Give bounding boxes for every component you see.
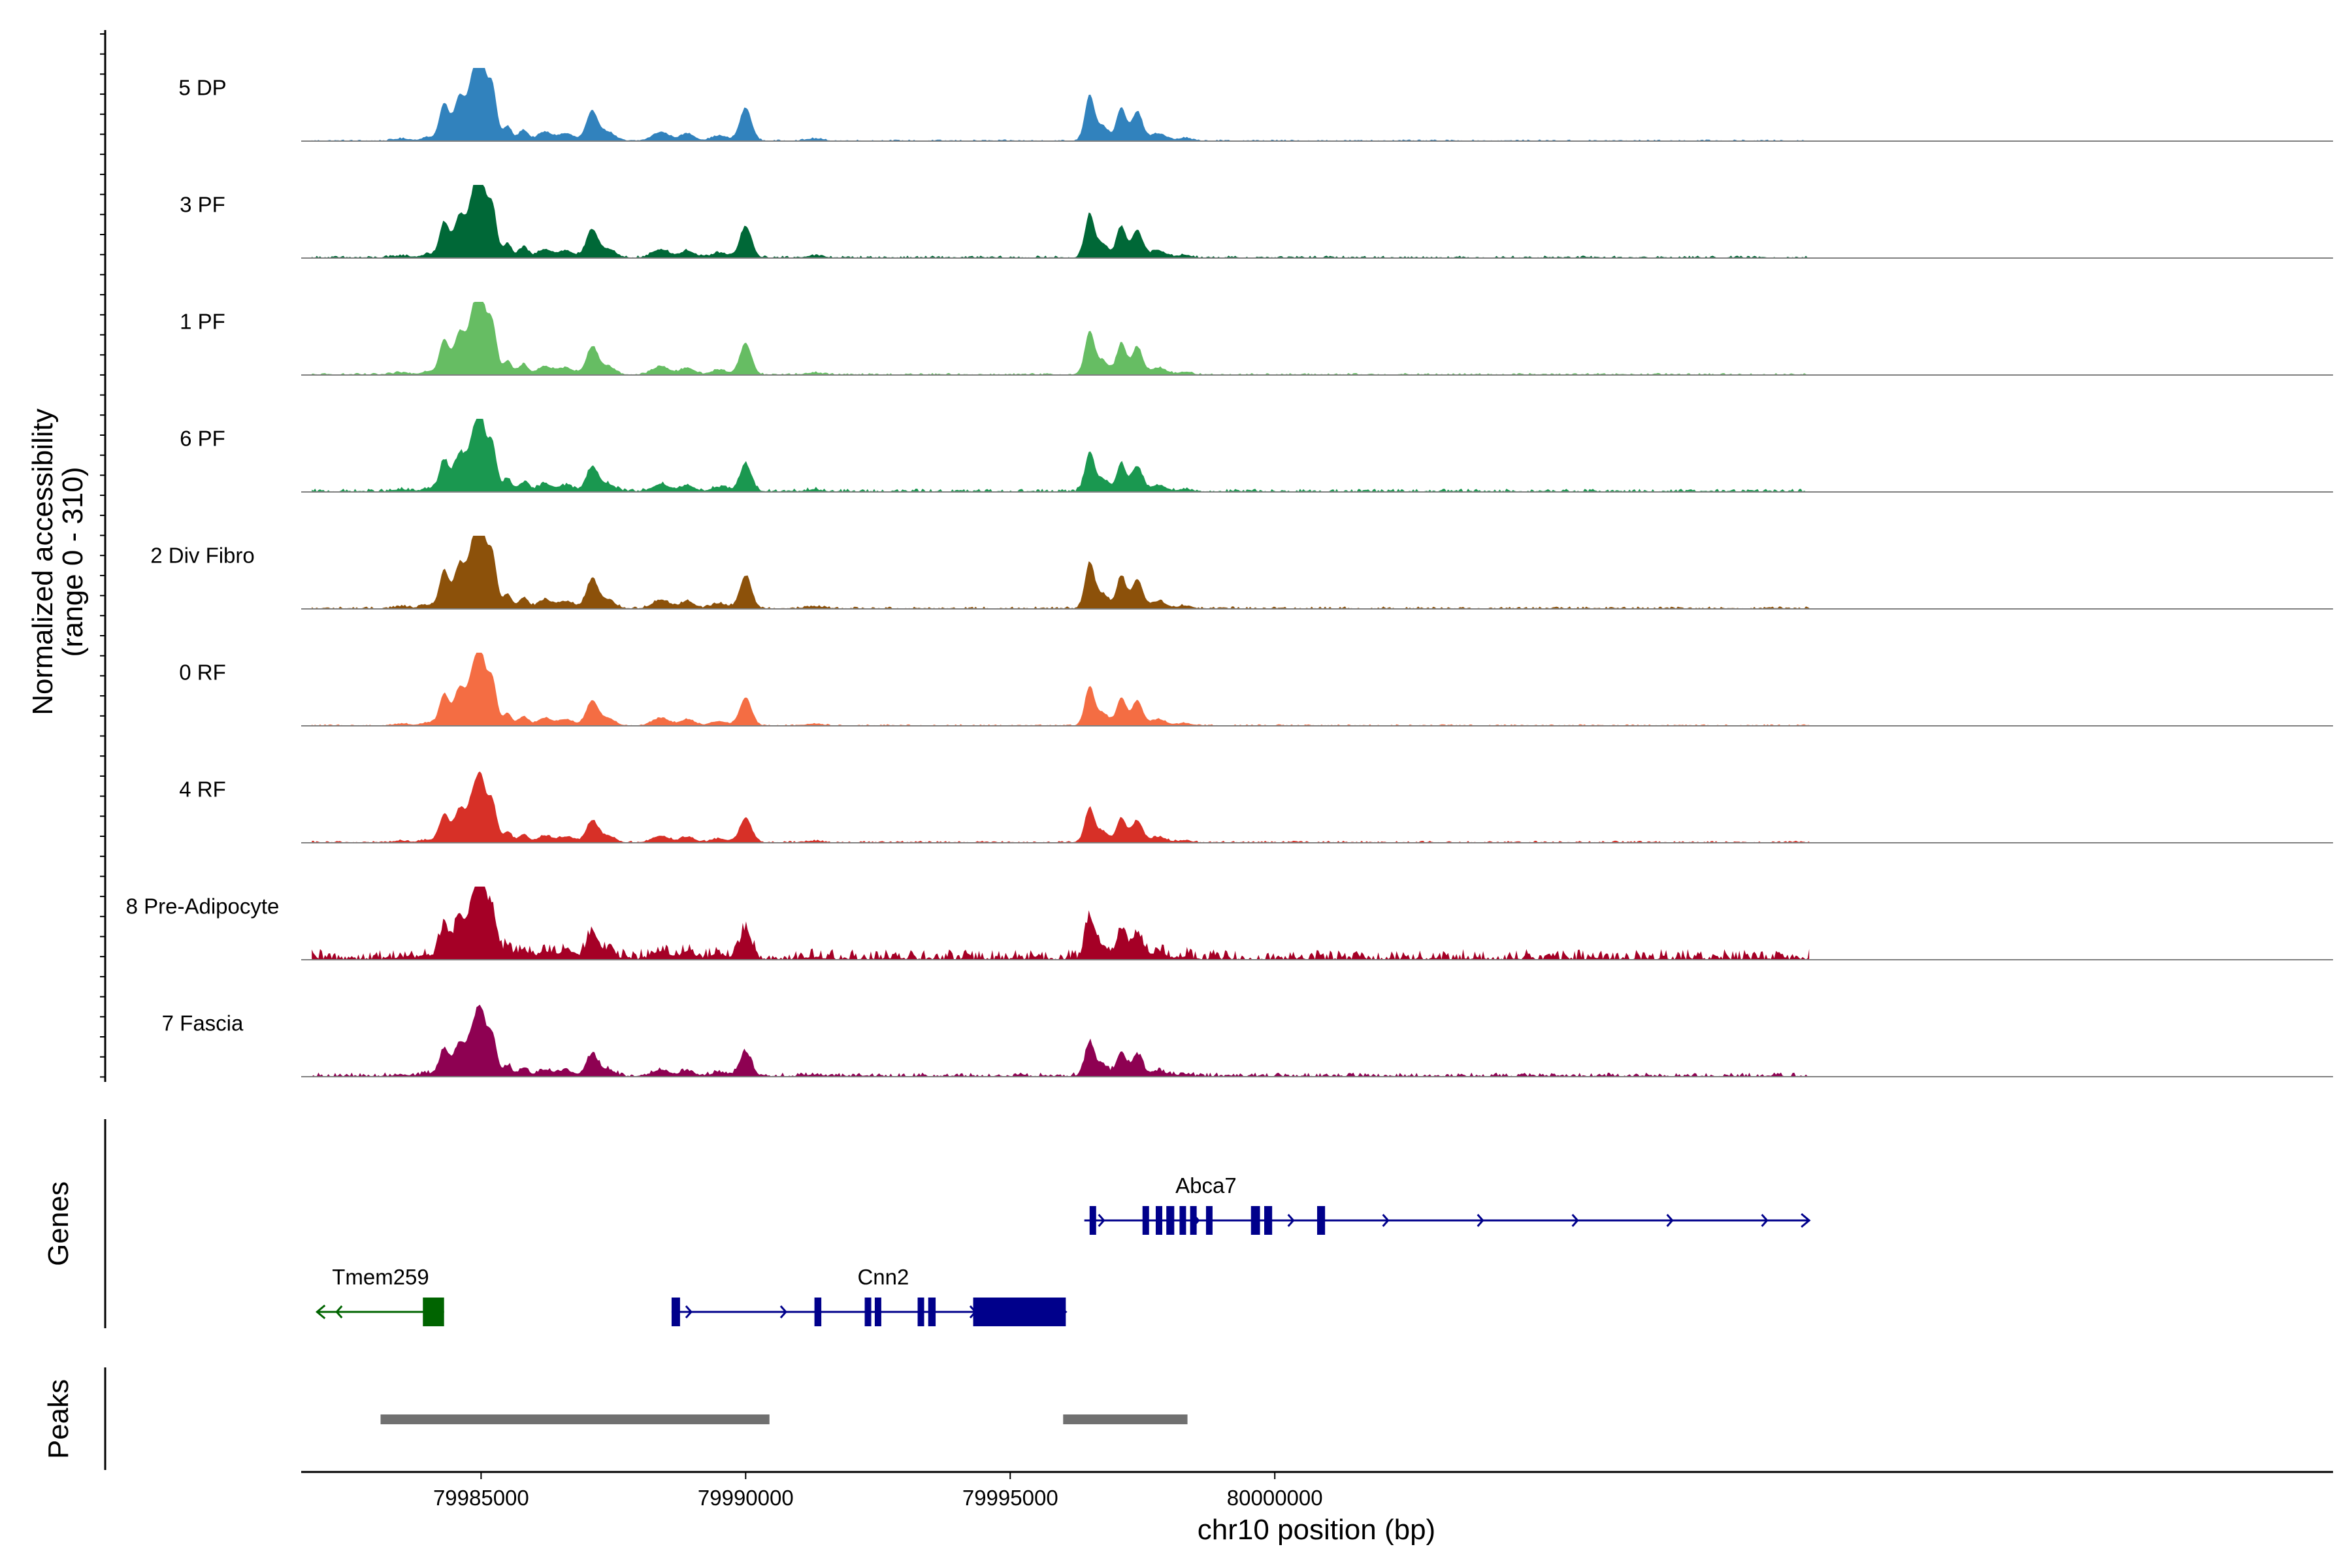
peaks-panel-label: Peaks	[42, 1379, 74, 1459]
strand-arrow	[1761, 1214, 1769, 1227]
x-tick-label: 79995000	[962, 1486, 1058, 1510]
exon	[973, 1298, 1066, 1326]
exon	[928, 1298, 936, 1326]
track-label: 1 PF	[180, 310, 225, 334]
track-label: 0 RF	[179, 661, 226, 685]
y-axis-title: Normalized accessibility	[27, 408, 59, 715]
coverage-area	[312, 68, 1810, 141]
track-7-fascia: 7 Fascia	[162, 1004, 2333, 1077]
exon	[1264, 1206, 1273, 1235]
exon	[1155, 1206, 1162, 1235]
track-8-pre-adipocyte: 8 Pre-Adipocyte	[126, 887, 2333, 960]
x-tick-label: 80000000	[1227, 1486, 1323, 1510]
strand-arrow	[1666, 1214, 1674, 1227]
track-label: 6 PF	[180, 427, 225, 451]
gene-label: Abca7	[1175, 1173, 1237, 1198]
exon	[1317, 1206, 1326, 1235]
x-axis-ticks: 79985000 79990000 79995000 80000000	[433, 1472, 1323, 1510]
peak-bar	[380, 1414, 770, 1424]
exon	[1166, 1206, 1175, 1235]
gene-label: Tmem259	[332, 1265, 429, 1289]
coverage-area	[312, 536, 1810, 609]
track-label: 7 Fascia	[162, 1011, 244, 1036]
coverage-y-axis-ticks	[100, 33, 105, 1078]
peak-bar	[1063, 1414, 1188, 1424]
track-label: 5 DP	[178, 76, 226, 100]
strand-arrow	[315, 1304, 326, 1320]
x-tick-label: 79985000	[433, 1486, 529, 1510]
exon	[423, 1298, 444, 1326]
strand-arrow	[1287, 1214, 1295, 1227]
gene-models: Tmem259 Cnn2 Abca7	[315, 1173, 1811, 1326]
strand-arrow	[1801, 1213, 1811, 1228]
track-1-pf: 1 PF	[180, 302, 2333, 376]
exon	[671, 1298, 680, 1326]
exon	[874, 1298, 881, 1326]
track-4-rf: 4 RF	[179, 771, 2333, 843]
track-6-pf: 6 PF	[180, 419, 2333, 493]
track-2-div-fibro: 2 Div Fibro	[150, 536, 2333, 610]
exon	[1179, 1206, 1186, 1235]
genes-panel-label: Genes	[42, 1181, 74, 1266]
track-0-rf: 0 RF	[179, 653, 2333, 727]
strand-arrow	[1571, 1214, 1579, 1227]
coverage-area	[312, 771, 1810, 843]
coverage-area	[312, 653, 1810, 726]
exon	[917, 1298, 924, 1326]
peak-regions	[380, 1414, 1188, 1424]
track-label: 4 RF	[179, 777, 226, 802]
exon	[1190, 1206, 1197, 1235]
x-axis-title: chr10 position (bp)	[1198, 1514, 1435, 1546]
strand-arrow	[1098, 1214, 1105, 1227]
strand-arrow	[779, 1305, 787, 1318]
track-label: 2 Div Fibro	[150, 544, 255, 568]
track-label: 3 PF	[180, 193, 225, 217]
strand-arrow	[685, 1305, 693, 1318]
coverage-area	[312, 419, 1810, 492]
gene-tmem259: Tmem259	[315, 1265, 444, 1326]
exon	[1205, 1206, 1213, 1235]
track-3-pf: 3 PF	[180, 185, 2333, 259]
gene-label: Cnn2	[857, 1265, 909, 1289]
coverage-area	[312, 1004, 1810, 1077]
track-5-dp: 5 DP	[178, 68, 2333, 142]
strand-arrow	[335, 1305, 343, 1318]
track-label: 8 Pre-Adipocyte	[126, 894, 280, 919]
coverage-area	[312, 302, 1810, 375]
y-axis-title-range: (range 0 - 310)	[57, 466, 89, 657]
strand-arrow	[1477, 1214, 1484, 1227]
strand-arrow	[1382, 1214, 1390, 1227]
x-tick-label: 79990000	[698, 1486, 794, 1510]
exon	[864, 1298, 872, 1326]
coverage-area	[312, 185, 1810, 258]
gene-cnn2: Cnn2	[671, 1265, 1068, 1326]
exon	[1089, 1206, 1096, 1235]
coverage-area	[312, 887, 1810, 960]
exon	[1250, 1206, 1260, 1235]
gene-abca7: Abca7	[1084, 1173, 1811, 1235]
exon	[814, 1298, 822, 1326]
coverage-tracks: 5 DP 3 PF 1 PF 6 PF 2 Div Fibro 0 RF 4 RF 8 Pre…	[126, 68, 2333, 1077]
exon	[1142, 1206, 1149, 1235]
